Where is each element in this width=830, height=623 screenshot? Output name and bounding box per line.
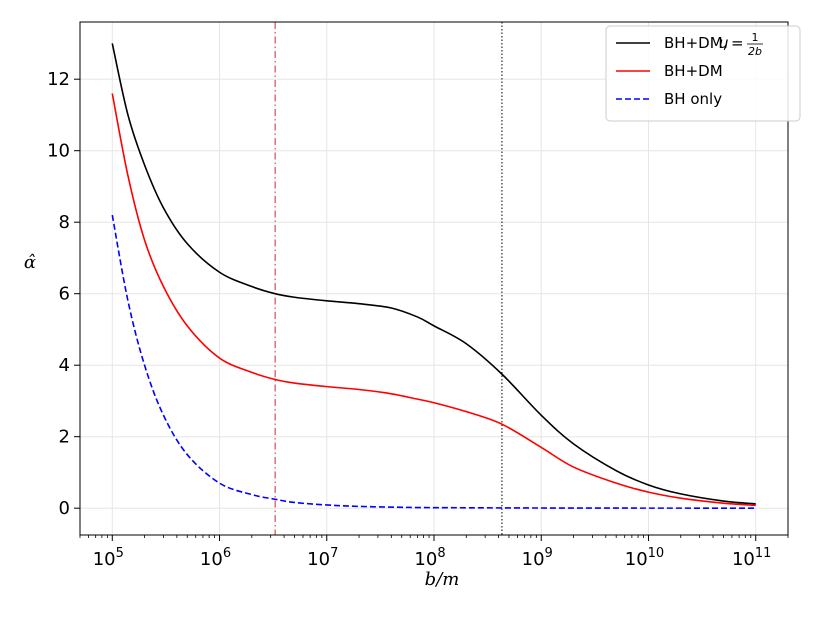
y-axis-label: α̂ xyxy=(24,252,36,273)
y-tick-label: 12 xyxy=(47,69,70,90)
math-u: u xyxy=(719,34,729,52)
x-tick-label: 1011 xyxy=(732,546,771,570)
x-tick-label: 105 xyxy=(93,546,124,570)
y-tick-label: 2 xyxy=(59,427,70,448)
legend: BH+DM,u = 12b BH+DM BH only xyxy=(605,25,801,122)
legend-math-label: u = 12b xyxy=(719,31,763,58)
y-tick-label: 10 xyxy=(47,141,70,162)
series-bh-dm-u-line xyxy=(111,43,756,505)
x-tick-label: 107 xyxy=(307,546,338,570)
reference-lines xyxy=(274,22,503,535)
y-tick-label: 6 xyxy=(59,284,70,305)
legend-entry-bh-dm-label: BH+DM xyxy=(664,62,723,80)
y-tick-label: 4 xyxy=(59,355,70,376)
math-equals: = xyxy=(731,34,744,52)
x-tick-label: 1010 xyxy=(625,546,664,570)
legend-entry-bh-dm-u-label: BH+DM, xyxy=(664,34,727,52)
x-tick-label: 106 xyxy=(200,546,231,570)
axis-ticks: 105 106 107 108 109 1010 1011 0 2 4 6 8 10 12 xyxy=(47,69,789,570)
math-numerator: 1 xyxy=(752,31,759,44)
legend-box xyxy=(605,25,801,122)
series-bh-only-line xyxy=(111,214,756,509)
x-axis-label: b/m xyxy=(425,569,460,590)
x-tick-label: 108 xyxy=(414,546,445,570)
y-tick-label: 8 xyxy=(59,212,70,233)
math-denominator: 2b xyxy=(748,45,762,58)
series-bh-dm-line xyxy=(111,93,756,507)
series-lines xyxy=(111,43,756,509)
y-tick-label: 0 xyxy=(59,498,70,519)
x-tick-label: 109 xyxy=(522,546,553,570)
legend-entry-bh-only-label: BH only xyxy=(664,90,722,108)
